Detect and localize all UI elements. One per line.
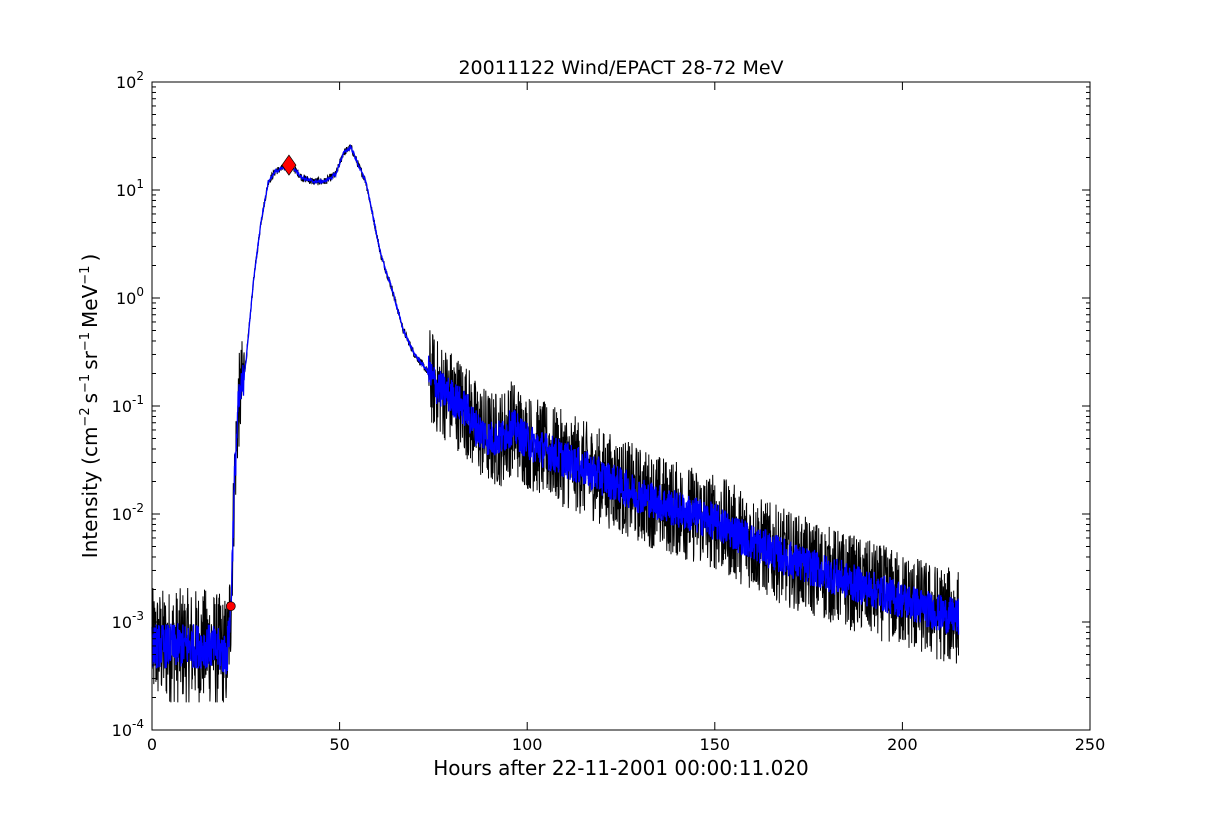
y-tick-label: 100 xyxy=(116,285,144,308)
y-axis-label-mid-3: MeV xyxy=(78,284,102,328)
y-tick-exponent: 1 xyxy=(136,177,144,191)
y-axis-label-sup-1: −2 xyxy=(78,407,93,426)
y-axis-label-sup-3: −1 xyxy=(78,332,93,351)
series-layer xyxy=(151,143,960,703)
y-tick-exponent: -1 xyxy=(132,393,144,407)
y-tick-base: 10 xyxy=(116,181,136,200)
y-axis-label-sup-4: −1 xyxy=(78,266,93,285)
y-axis-label-sup-2: −1 xyxy=(78,374,93,393)
y-tick-exponent: -2 xyxy=(132,501,144,515)
y-tick-exponent: 0 xyxy=(136,285,144,299)
x-axis: 0 50 100 150 200 250 xyxy=(147,82,1105,754)
y-tick-label: 10-4 xyxy=(112,717,144,740)
x-tick-label: 200 xyxy=(887,735,918,754)
y-tick-label: 102 xyxy=(116,69,144,92)
y-axis-label-prefix: Intensity (cm xyxy=(78,427,102,559)
y-tick-base: 10 xyxy=(112,397,132,416)
x-axis-label: Hours after 22-11-2001 00:00:11.020 xyxy=(433,756,809,780)
y-axis-label-suffix: ) xyxy=(78,254,102,262)
y-tick-exponent: -3 xyxy=(132,609,144,623)
x-tick-label: 50 xyxy=(329,735,349,754)
onset-marker xyxy=(225,601,236,612)
peak-marker xyxy=(281,154,297,176)
y-tick-exponent: -4 xyxy=(132,717,144,731)
y-tick-label: 10-2 xyxy=(112,501,144,524)
y-axis-label-mid-2: sr xyxy=(78,350,102,369)
y-axis-label-mid-1: s xyxy=(78,393,102,403)
y-tick-base: 10 xyxy=(116,73,136,92)
y-tick-exponent: 2 xyxy=(136,69,144,83)
y-tick-base: 10 xyxy=(116,289,136,308)
marker-layer xyxy=(225,154,297,612)
x-tick-label: 250 xyxy=(1075,735,1106,754)
y-axis-label: Intensity (cm−2s−1sr−1MeV−1) xyxy=(78,254,102,559)
y-tick-label: 10-1 xyxy=(112,393,144,416)
y-tick-base: 10 xyxy=(112,721,132,740)
chart-title: 20011122 Wind/EPACT 28-72 MeV xyxy=(458,57,783,79)
x-tick-label: 0 xyxy=(147,735,157,754)
y-tick-label: 10-3 xyxy=(112,609,144,632)
series-line-raw xyxy=(151,144,959,703)
y-tick-base: 10 xyxy=(112,505,132,524)
x-tick-label: 150 xyxy=(700,735,731,754)
x-tick-label: 100 xyxy=(512,735,543,754)
y-tick-label: 101 xyxy=(116,177,144,200)
y-tick-base: 10 xyxy=(112,613,132,632)
